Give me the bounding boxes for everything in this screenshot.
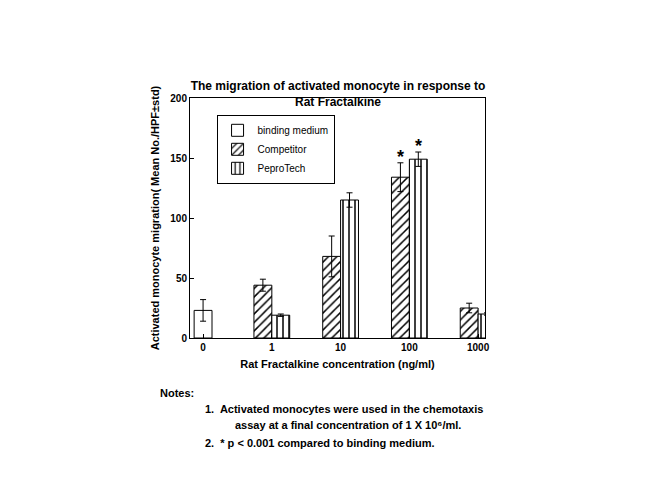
svg-text:100: 100 <box>170 213 187 224</box>
svg-text:10: 10 <box>335 342 347 353</box>
svg-text:1000: 1000 <box>467 342 490 353</box>
svg-text:2. * p < 0.001 compared to bi: 2. * p < 0.001 compared to binding mediu… <box>205 437 435 449</box>
svg-text:The migration of activated mon: The migration of activated monocyte in r… <box>191 79 486 109</box>
svg-text:1: 1 <box>269 342 275 353</box>
svg-text:50: 50 <box>176 273 188 284</box>
svg-text:assay at a final concentration: assay at a final concentration of 1 X 10… <box>235 419 461 431</box>
svg-text:*: * <box>415 136 422 156</box>
svg-text:150: 150 <box>170 153 187 164</box>
svg-text:100: 100 <box>401 342 418 353</box>
svg-text:Rat Fractalkine concentration: Rat Fractalkine concentration (ng/ml) <box>240 358 435 370</box>
svg-text:Notes:: Notes: <box>160 387 194 399</box>
svg-text:0: 0 <box>181 333 187 344</box>
svg-text:PeproTech: PeproTech <box>258 163 306 174</box>
svg-text:*: * <box>397 147 404 167</box>
svg-text:0: 0 <box>200 342 206 353</box>
svg-text:200: 200 <box>170 93 187 104</box>
svg-text:binding medium: binding medium <box>258 125 329 136</box>
svg-text:Competitor: Competitor <box>258 144 308 155</box>
svg-text:1. Activated monocytes were u: 1. Activated monocytes were used in the … <box>205 403 483 415</box>
svg-text:Activated monocyte migration(: Activated monocyte migration( Mean No./H… <box>149 85 161 350</box>
